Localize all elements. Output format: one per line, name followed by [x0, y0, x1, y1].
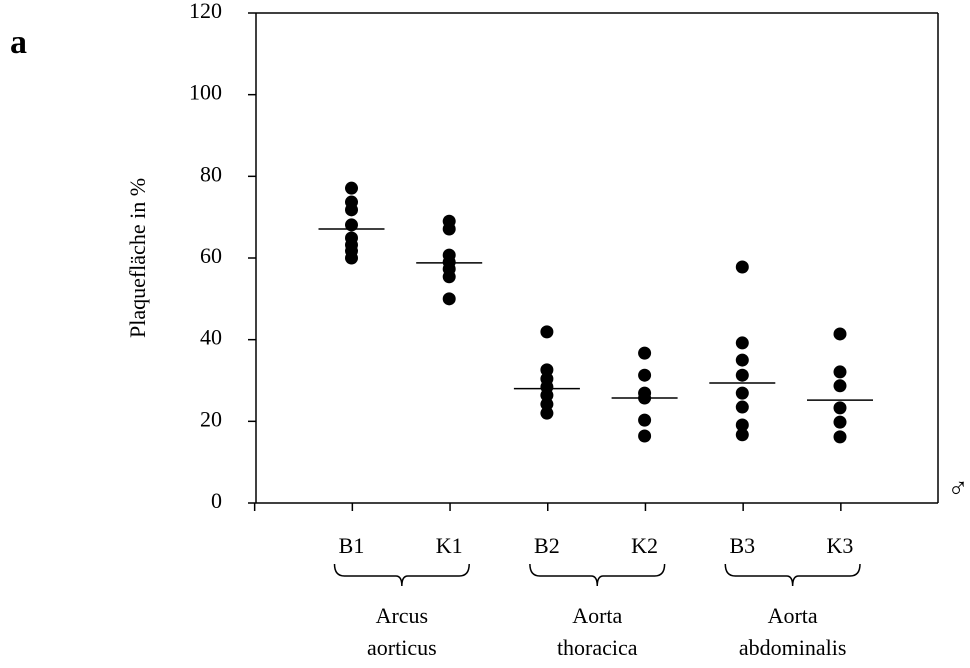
dot [833, 401, 847, 415]
x-tick-label: K3 [827, 533, 854, 558]
dot [638, 413, 652, 427]
x-tick-label: K2 [631, 533, 658, 558]
dot [345, 218, 358, 232]
dot [540, 363, 554, 377]
dot [833, 415, 847, 429]
dot [638, 429, 652, 443]
group-label: Arcus [376, 603, 429, 628]
group-label: aorticus [367, 635, 437, 660]
group-label: abdominalis [739, 635, 847, 660]
dot [345, 181, 358, 195]
x-tick-label: K1 [436, 533, 463, 558]
y-axis-title: Plaquefläche in % [125, 178, 150, 338]
dot [638, 368, 652, 382]
dot [833, 365, 847, 379]
dot [540, 397, 554, 411]
dot [735, 386, 749, 400]
y-tick-label: 0 [211, 488, 222, 513]
dot [735, 353, 749, 367]
y-tick-label: 100 [189, 80, 222, 105]
group-label: thoracica [557, 635, 638, 660]
dot [638, 346, 652, 360]
dot [735, 428, 749, 442]
dot [540, 388, 554, 402]
dot [345, 251, 358, 265]
group-brace [724, 563, 861, 587]
y-tick-label: 120 [189, 0, 222, 23]
dot [833, 430, 847, 444]
dot [735, 400, 749, 414]
dot [442, 292, 456, 306]
y-tick-label: 40 [200, 325, 222, 350]
dot [735, 336, 749, 350]
corner-symbol: ♂ [948, 473, 969, 504]
dot [735, 368, 749, 382]
dot [442, 222, 456, 236]
y-tick-label: 60 [200, 243, 222, 268]
x-tick-label: B3 [729, 533, 755, 558]
dot [833, 379, 847, 393]
group-label: Aorta [768, 603, 818, 628]
panel-label: a [10, 24, 27, 61]
dot [345, 203, 358, 217]
group-brace [333, 563, 470, 587]
x-tick-label: B1 [339, 533, 365, 558]
group-label: Aorta [572, 603, 622, 628]
group-brace [529, 563, 666, 587]
x-tick-label: B2 [534, 533, 560, 558]
dot [833, 327, 847, 341]
dot [442, 270, 456, 284]
dot [540, 325, 554, 339]
dot [735, 260, 749, 274]
dot [735, 418, 749, 432]
dot [540, 406, 554, 420]
y-tick-label: 20 [200, 406, 222, 431]
y-tick-label: 80 [200, 161, 222, 186]
